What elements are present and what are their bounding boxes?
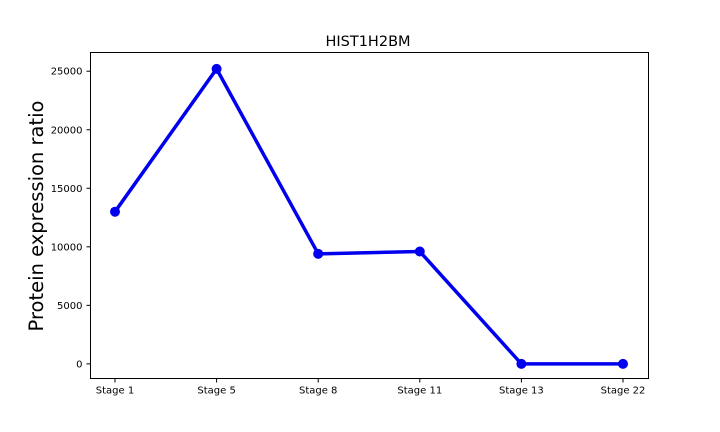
data-point [313,248,324,259]
y-axis: 0 5000 10000 15000 20000 25000 [51,67,91,370]
x-tick-label: Stage 11 [397,386,442,397]
data-point [211,63,222,74]
data-point [110,206,120,217]
y-tick-label: 25000 [51,67,83,78]
x-axis: Stage 1 Stage 5 Stage 8 Stage 11 Stage 13 Sta… [96,378,646,397]
y-tick-label: 20000 [51,125,83,136]
plot-frame [90,52,649,379]
chart-title: HIST1H2BM [325,34,410,50]
y-tick-label: 10000 [51,242,83,253]
y-tick-label: 0 [76,359,82,370]
y-tick-label: 15000 [51,184,83,195]
data-point [414,246,425,257]
data-point [516,358,527,369]
x-tick-label: Stage 22 [601,386,646,397]
y-tick-label: 5000 [57,301,82,312]
series-line [113,67,623,366]
x-tick-label: Stage 13 [499,386,544,397]
x-tick-label: Stage 5 [197,386,235,397]
data-point [618,358,628,369]
x-tick-label: Stage 8 [299,386,337,397]
plot-area [110,63,628,369]
x-tick-label: Stage 1 [96,386,134,397]
y-axis-label: Protein expression ratio [25,101,48,332]
